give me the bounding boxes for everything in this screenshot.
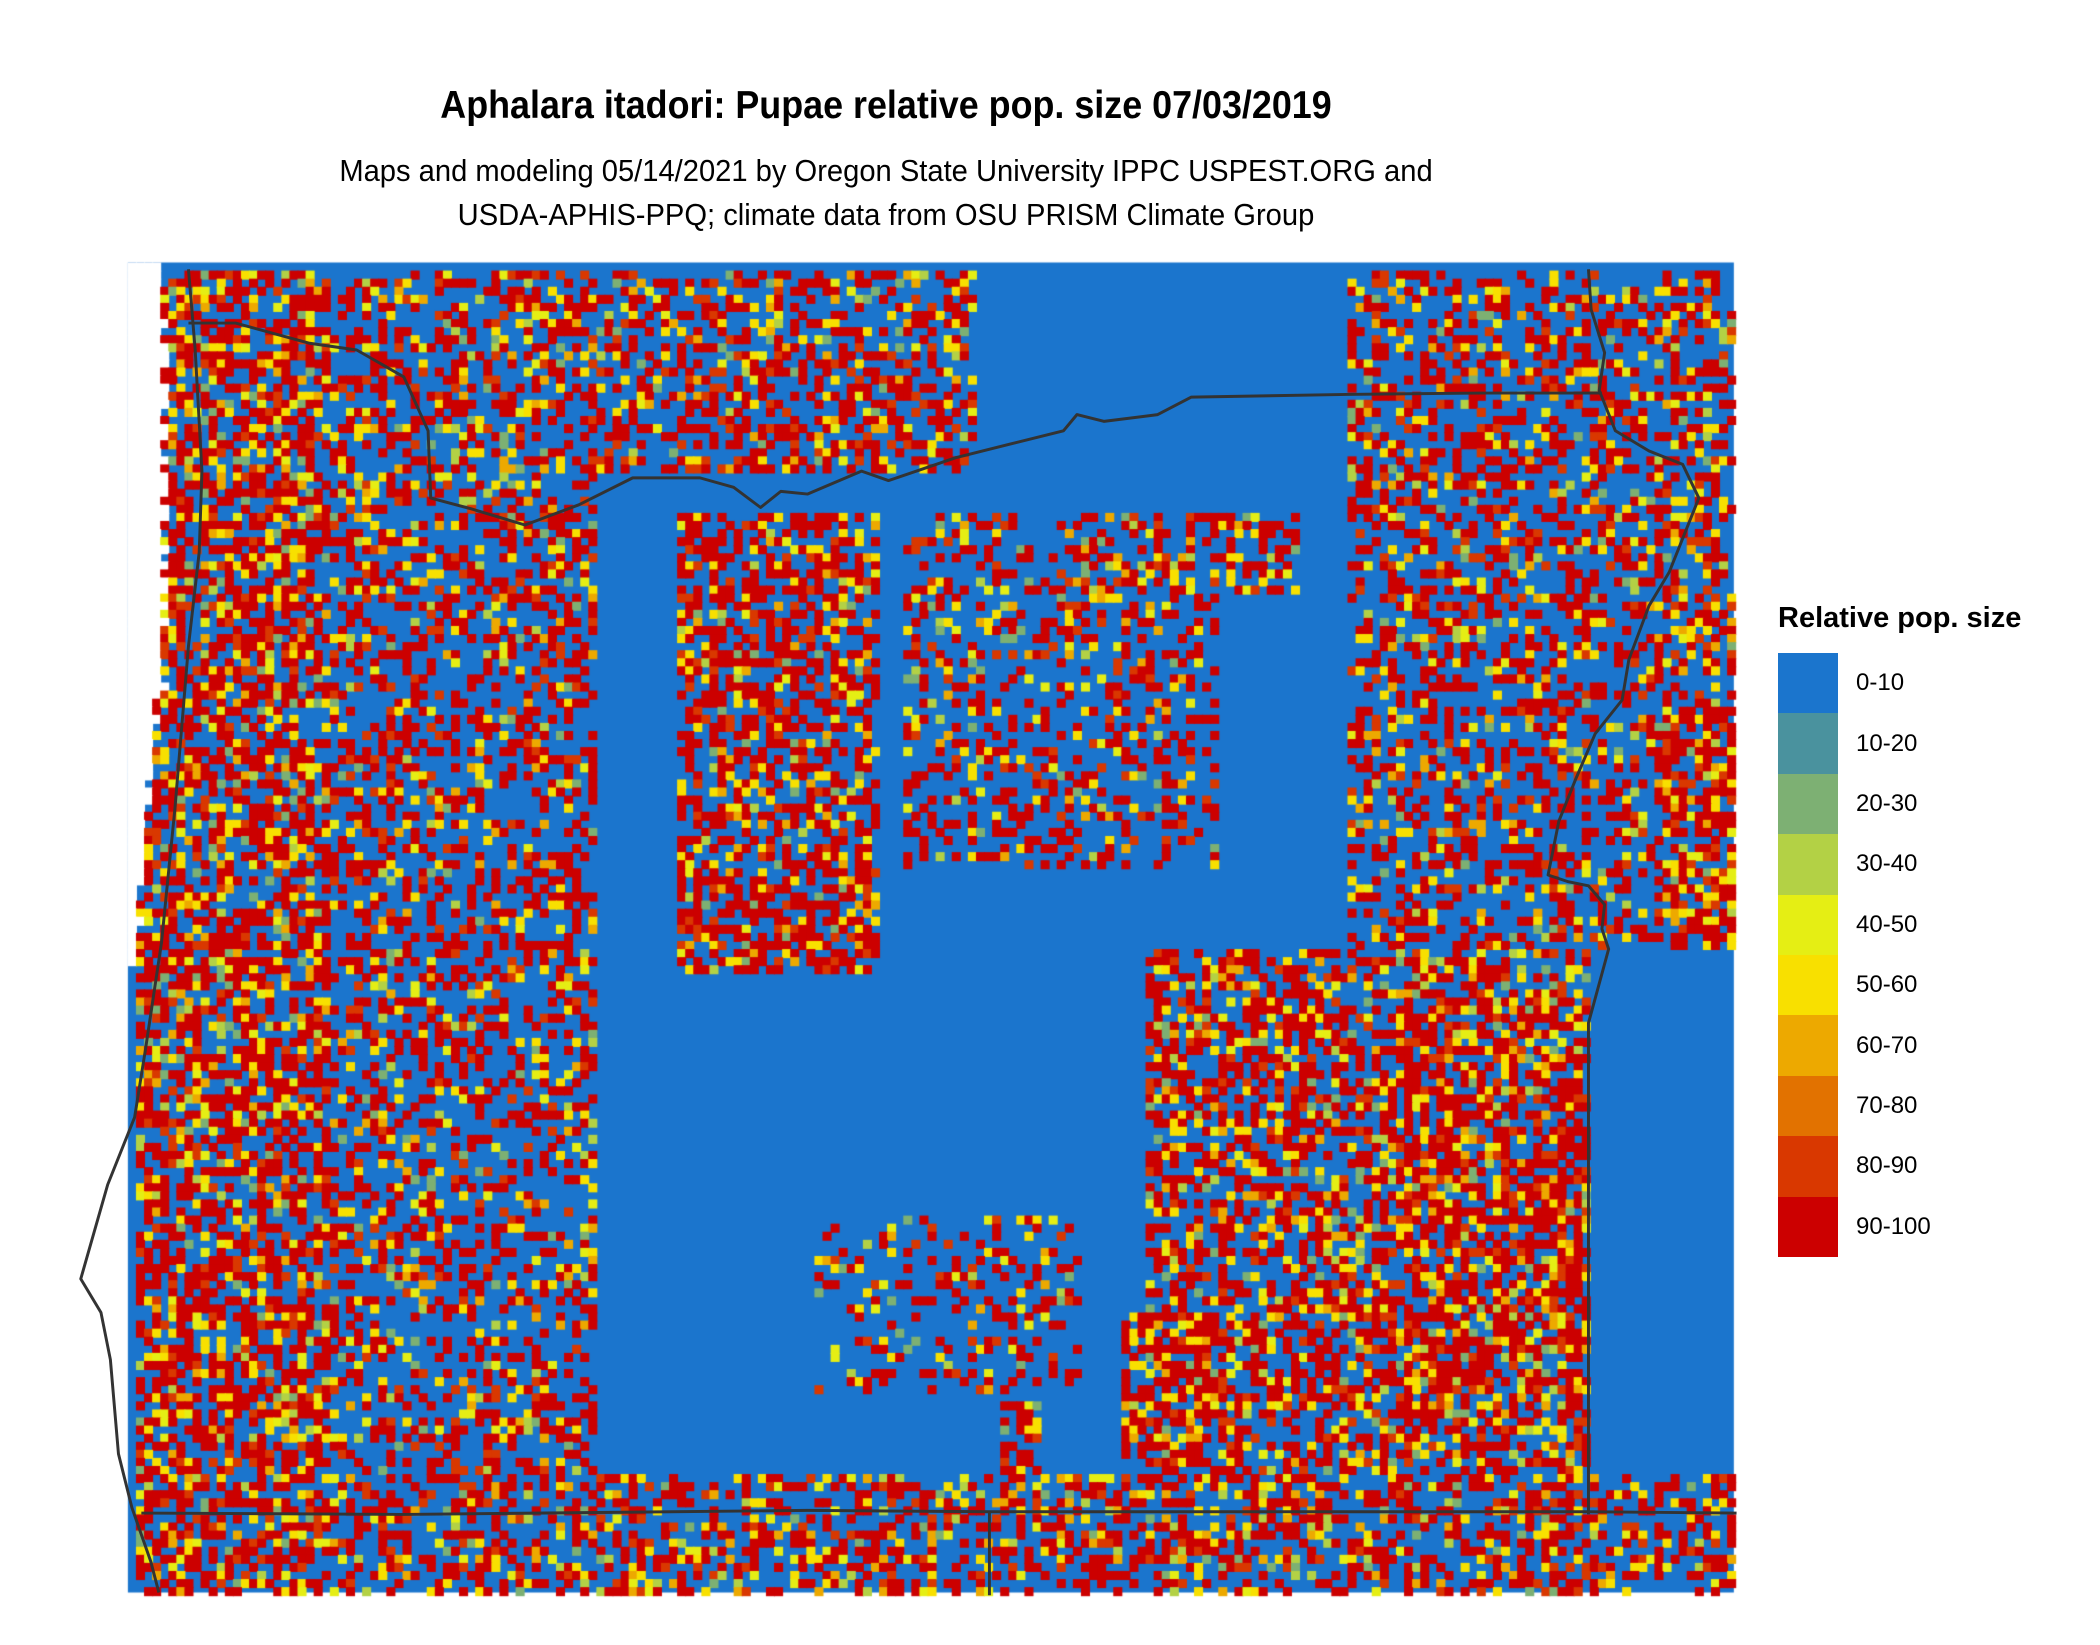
legend-swatch (1778, 713, 1838, 774)
legend-item: 0-10 (1778, 653, 2021, 714)
legend: Relative pop. size 0-10 10-20 20-30 30-40 40… (1778, 602, 2021, 1257)
california-border (141, 1508, 1737, 1516)
legend-label: 60-70 (1856, 1031, 1918, 1059)
legend-item: 50-60 (1778, 954, 2021, 1016)
legend-item: 30-40 (1778, 834, 2021, 895)
legend-item: 70-80 (1778, 1075, 2021, 1137)
legend-swatch (1778, 894, 1838, 955)
legend-label: 40-50 (1856, 910, 1918, 938)
legend-swatch (1778, 773, 1838, 835)
legend-label: 50-60 (1856, 971, 1918, 999)
columbia-river-border (188, 321, 1602, 527)
legend-label: 20-30 (1856, 789, 1918, 817)
legend-item: 20-30 (1778, 773, 2021, 835)
map-title: Aphalara itadori: Pupae relative pop. si… (440, 84, 1332, 127)
legend-item: 40-50 (1778, 894, 2021, 955)
legend-label: 0-10 (1856, 669, 1905, 697)
map-subtitle-line-1: Maps and modeling 05/14/2021 by Oregon S… (339, 153, 1433, 188)
idaho-border (1546, 269, 1701, 1515)
legend-label: 80-90 (1856, 1152, 1918, 1180)
legend-label: 90-100 (1856, 1212, 1931, 1240)
legend-label: 10-20 (1856, 729, 1918, 757)
legend-swatch (1778, 954, 1838, 1016)
legend-swatch (1778, 1196, 1838, 1257)
legend-swatch (1778, 1136, 1838, 1197)
legend-item: 80-90 (1778, 1136, 2021, 1197)
legend-swatch (1778, 653, 1838, 714)
legend-title: Relative pop. size (1778, 602, 2022, 634)
legend-swatch (1778, 1015, 1838, 1076)
map-subtitle-line-2: USDA-APHIS-PPQ; climate data from OSU PR… (457, 197, 1315, 232)
coastline (79, 269, 204, 1593)
legend-item: 10-20 (1778, 713, 2021, 774)
legend-swatch (1778, 1075, 1838, 1137)
legend-swatch (1778, 834, 1838, 895)
legend-item: 60-70 (1778, 1015, 2021, 1076)
legend-item: 90-100 (1778, 1196, 2021, 1257)
legend-label: 30-40 (1856, 850, 1918, 878)
legend-label: 70-80 (1856, 1091, 1918, 1119)
